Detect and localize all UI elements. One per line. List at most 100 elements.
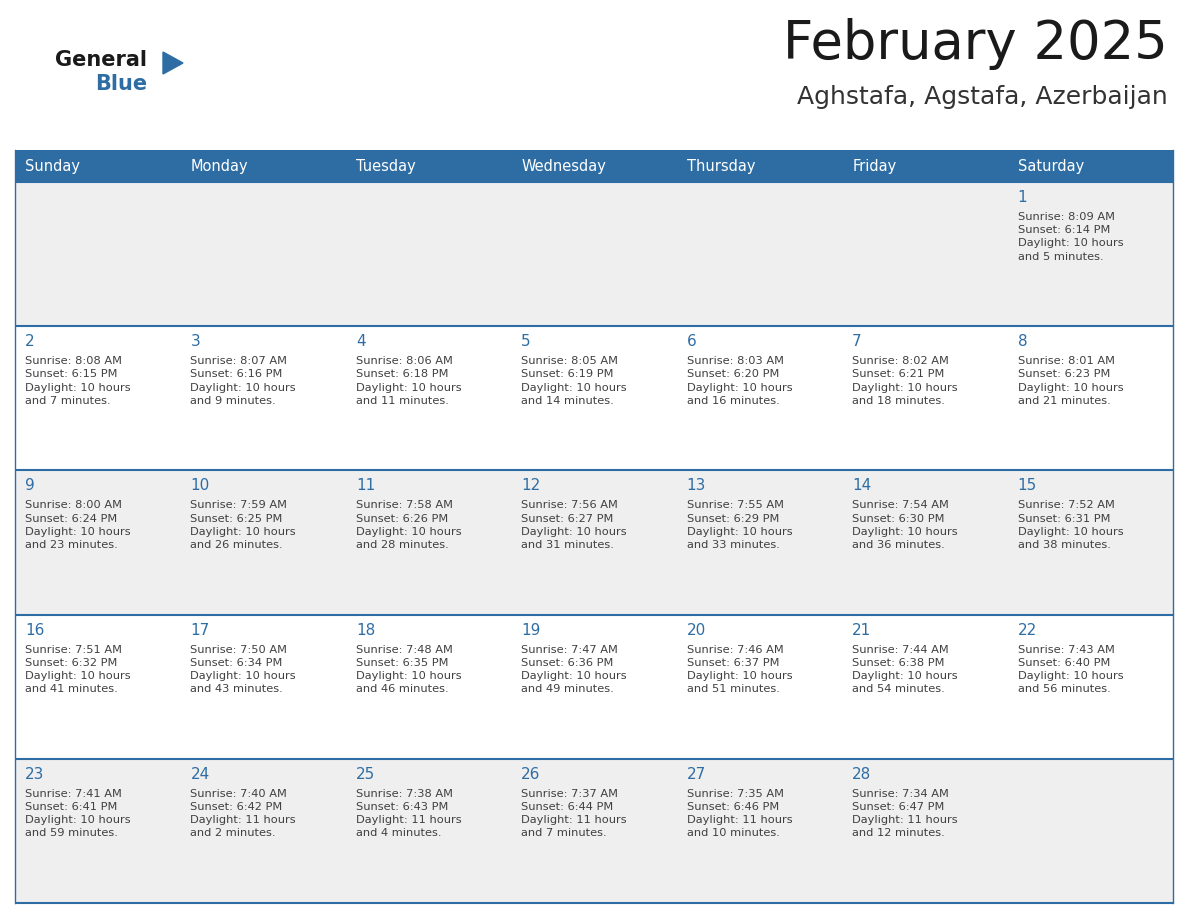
Bar — [842, 326, 1007, 470]
Bar — [15, 182, 181, 326]
Bar — [511, 470, 677, 614]
Text: 18: 18 — [356, 622, 375, 638]
Bar — [842, 182, 1007, 326]
Bar — [677, 470, 842, 614]
Text: Sunrise: 7:55 AM
Sunset: 6:29 PM
Daylight: 10 hours
and 33 minutes.: Sunrise: 7:55 AM Sunset: 6:29 PM Dayligh… — [687, 500, 792, 550]
Text: Sunrise: 8:06 AM
Sunset: 6:18 PM
Daylight: 10 hours
and 11 minutes.: Sunrise: 8:06 AM Sunset: 6:18 PM Dayligh… — [356, 356, 461, 406]
Text: Tuesday: Tuesday — [356, 159, 416, 174]
Text: Sunrise: 7:37 AM
Sunset: 6:44 PM
Daylight: 11 hours
and 7 minutes.: Sunrise: 7:37 AM Sunset: 6:44 PM Dayligh… — [522, 789, 627, 838]
Bar — [511, 614, 677, 759]
Bar — [677, 182, 842, 326]
Text: 15: 15 — [1018, 478, 1037, 493]
Text: Blue: Blue — [95, 74, 147, 94]
Bar — [511, 150, 677, 182]
Text: Sunrise: 7:51 AM
Sunset: 6:32 PM
Daylight: 10 hours
and 41 minutes.: Sunrise: 7:51 AM Sunset: 6:32 PM Dayligh… — [25, 644, 131, 694]
Text: Sunrise: 7:46 AM
Sunset: 6:37 PM
Daylight: 10 hours
and 51 minutes.: Sunrise: 7:46 AM Sunset: 6:37 PM Dayligh… — [687, 644, 792, 694]
Text: 8: 8 — [1018, 334, 1028, 349]
Text: 11: 11 — [356, 478, 375, 493]
Text: 24: 24 — [190, 767, 209, 782]
Bar — [181, 470, 346, 614]
Polygon shape — [163, 52, 183, 74]
Bar — [677, 614, 842, 759]
Text: Thursday: Thursday — [687, 159, 756, 174]
Text: Sunrise: 8:05 AM
Sunset: 6:19 PM
Daylight: 10 hours
and 14 minutes.: Sunrise: 8:05 AM Sunset: 6:19 PM Dayligh… — [522, 356, 627, 406]
Text: Sunrise: 7:44 AM
Sunset: 6:38 PM
Daylight: 10 hours
and 54 minutes.: Sunrise: 7:44 AM Sunset: 6:38 PM Dayligh… — [852, 644, 958, 694]
Text: 10: 10 — [190, 478, 209, 493]
Bar — [346, 614, 511, 759]
Bar — [511, 326, 677, 470]
Bar — [842, 759, 1007, 903]
Bar — [677, 326, 842, 470]
Bar — [1007, 759, 1173, 903]
Text: 20: 20 — [687, 622, 706, 638]
Text: 9: 9 — [25, 478, 34, 493]
Text: Sunrise: 7:52 AM
Sunset: 6:31 PM
Daylight: 10 hours
and 38 minutes.: Sunrise: 7:52 AM Sunset: 6:31 PM Dayligh… — [1018, 500, 1123, 550]
Text: Sunrise: 7:56 AM
Sunset: 6:27 PM
Daylight: 10 hours
and 31 minutes.: Sunrise: 7:56 AM Sunset: 6:27 PM Dayligh… — [522, 500, 627, 550]
Text: Sunrise: 7:35 AM
Sunset: 6:46 PM
Daylight: 11 hours
and 10 minutes.: Sunrise: 7:35 AM Sunset: 6:46 PM Dayligh… — [687, 789, 792, 838]
Text: 25: 25 — [356, 767, 375, 782]
Bar — [842, 470, 1007, 614]
Text: 3: 3 — [190, 334, 201, 349]
Text: Sunrise: 8:03 AM
Sunset: 6:20 PM
Daylight: 10 hours
and 16 minutes.: Sunrise: 8:03 AM Sunset: 6:20 PM Dayligh… — [687, 356, 792, 406]
Bar — [15, 150, 181, 182]
Bar — [1007, 326, 1173, 470]
Bar — [346, 326, 511, 470]
Text: 13: 13 — [687, 478, 706, 493]
Text: 19: 19 — [522, 622, 541, 638]
Text: 23: 23 — [25, 767, 44, 782]
Text: 4: 4 — [356, 334, 366, 349]
Text: 12: 12 — [522, 478, 541, 493]
Bar — [346, 150, 511, 182]
Text: Sunrise: 7:48 AM
Sunset: 6:35 PM
Daylight: 10 hours
and 46 minutes.: Sunrise: 7:48 AM Sunset: 6:35 PM Dayligh… — [356, 644, 461, 694]
Bar — [346, 470, 511, 614]
Text: Sunrise: 7:40 AM
Sunset: 6:42 PM
Daylight: 11 hours
and 2 minutes.: Sunrise: 7:40 AM Sunset: 6:42 PM Dayligh… — [190, 789, 296, 838]
Text: Sunrise: 7:41 AM
Sunset: 6:41 PM
Daylight: 10 hours
and 59 minutes.: Sunrise: 7:41 AM Sunset: 6:41 PM Dayligh… — [25, 789, 131, 838]
Text: Wednesday: Wednesday — [522, 159, 606, 174]
Text: Sunrise: 7:58 AM
Sunset: 6:26 PM
Daylight: 10 hours
and 28 minutes.: Sunrise: 7:58 AM Sunset: 6:26 PM Dayligh… — [356, 500, 461, 550]
Text: Friday: Friday — [852, 159, 897, 174]
Text: 21: 21 — [852, 622, 871, 638]
Text: 17: 17 — [190, 622, 209, 638]
Bar — [346, 182, 511, 326]
Text: Saturday: Saturday — [1018, 159, 1083, 174]
Bar — [181, 326, 346, 470]
Bar — [181, 759, 346, 903]
Text: Sunrise: 8:07 AM
Sunset: 6:16 PM
Daylight: 10 hours
and 9 minutes.: Sunrise: 8:07 AM Sunset: 6:16 PM Dayligh… — [190, 356, 296, 406]
Text: Sunrise: 8:08 AM
Sunset: 6:15 PM
Daylight: 10 hours
and 7 minutes.: Sunrise: 8:08 AM Sunset: 6:15 PM Dayligh… — [25, 356, 131, 406]
Text: Sunrise: 7:59 AM
Sunset: 6:25 PM
Daylight: 10 hours
and 26 minutes.: Sunrise: 7:59 AM Sunset: 6:25 PM Dayligh… — [190, 500, 296, 550]
Bar — [511, 759, 677, 903]
Bar — [1007, 182, 1173, 326]
Text: Sunrise: 8:09 AM
Sunset: 6:14 PM
Daylight: 10 hours
and 5 minutes.: Sunrise: 8:09 AM Sunset: 6:14 PM Dayligh… — [1018, 212, 1123, 262]
Bar — [842, 150, 1007, 182]
Text: 6: 6 — [687, 334, 696, 349]
Text: 14: 14 — [852, 478, 871, 493]
Text: Sunrise: 8:00 AM
Sunset: 6:24 PM
Daylight: 10 hours
and 23 minutes.: Sunrise: 8:00 AM Sunset: 6:24 PM Dayligh… — [25, 500, 131, 550]
Text: General: General — [55, 50, 147, 70]
Bar — [346, 759, 511, 903]
Text: 16: 16 — [25, 622, 44, 638]
Bar — [15, 470, 181, 614]
Text: Monday: Monday — [190, 159, 248, 174]
Text: 22: 22 — [1018, 622, 1037, 638]
Text: Sunrise: 7:50 AM
Sunset: 6:34 PM
Daylight: 10 hours
and 43 minutes.: Sunrise: 7:50 AM Sunset: 6:34 PM Dayligh… — [190, 644, 296, 694]
Bar — [15, 326, 181, 470]
Text: Sunrise: 7:38 AM
Sunset: 6:43 PM
Daylight: 11 hours
and 4 minutes.: Sunrise: 7:38 AM Sunset: 6:43 PM Dayligh… — [356, 789, 461, 838]
Bar — [842, 614, 1007, 759]
Text: Sunrise: 8:02 AM
Sunset: 6:21 PM
Daylight: 10 hours
and 18 minutes.: Sunrise: 8:02 AM Sunset: 6:21 PM Dayligh… — [852, 356, 958, 406]
Text: 26: 26 — [522, 767, 541, 782]
Text: Sunrise: 7:47 AM
Sunset: 6:36 PM
Daylight: 10 hours
and 49 minutes.: Sunrise: 7:47 AM Sunset: 6:36 PM Dayligh… — [522, 644, 627, 694]
Bar — [677, 759, 842, 903]
Bar — [1007, 614, 1173, 759]
Bar — [677, 150, 842, 182]
Bar — [15, 759, 181, 903]
Text: 1: 1 — [1018, 190, 1028, 205]
Text: Sunrise: 8:01 AM
Sunset: 6:23 PM
Daylight: 10 hours
and 21 minutes.: Sunrise: 8:01 AM Sunset: 6:23 PM Dayligh… — [1018, 356, 1123, 406]
Bar — [181, 150, 346, 182]
Text: Sunrise: 7:43 AM
Sunset: 6:40 PM
Daylight: 10 hours
and 56 minutes.: Sunrise: 7:43 AM Sunset: 6:40 PM Dayligh… — [1018, 644, 1123, 694]
Text: Aghstafa, Agstafa, Azerbaijan: Aghstafa, Agstafa, Azerbaijan — [797, 85, 1168, 109]
Bar — [181, 182, 346, 326]
Bar — [181, 614, 346, 759]
Bar — [1007, 150, 1173, 182]
Bar — [15, 614, 181, 759]
Text: 5: 5 — [522, 334, 531, 349]
